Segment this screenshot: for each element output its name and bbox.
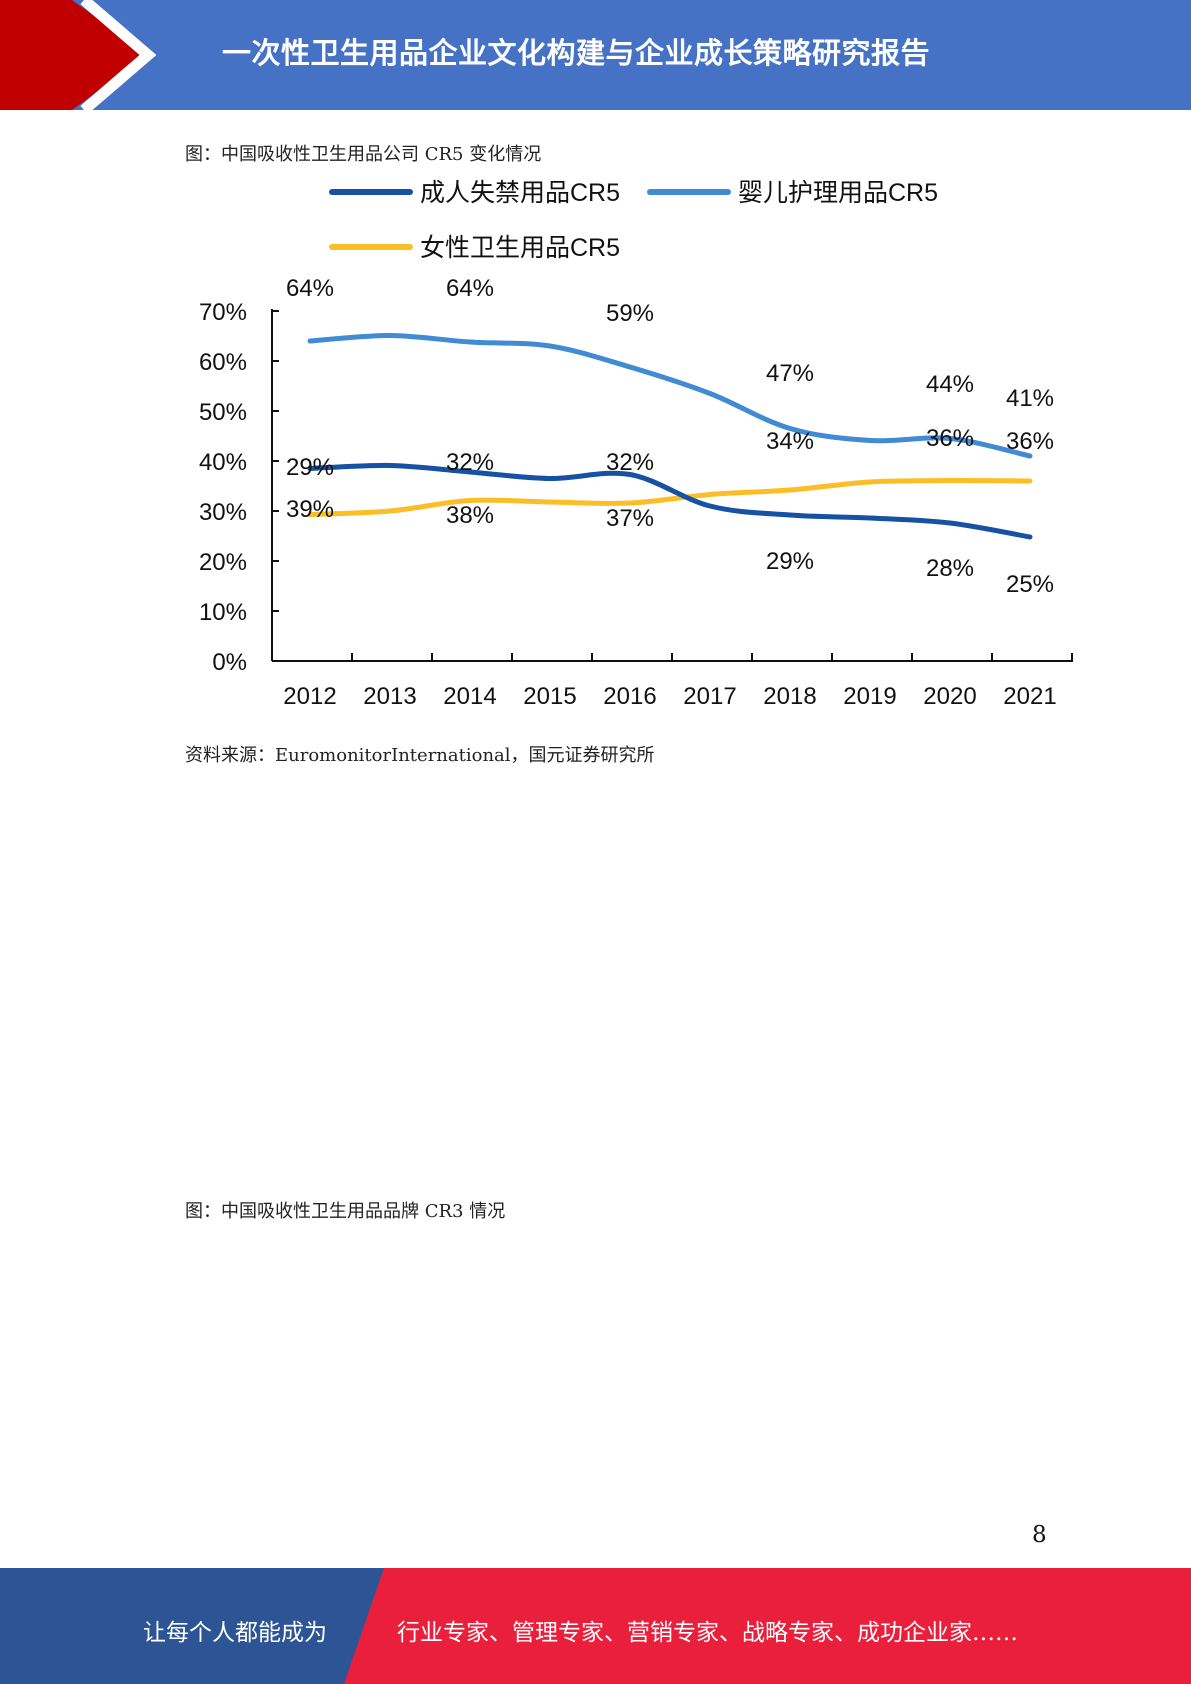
x-axis: 2012 2013 2014 2015 2016 2017 2018 2019 2020 2021 — [271, 653, 1073, 710]
x-tick-label: 2021 — [1003, 683, 1056, 710]
y-tick-label: 70% — [199, 299, 247, 326]
footer-slogan-right: 行业专家、管理专家、营销专家、战略专家、成功企业家…… — [397, 1620, 1018, 1646]
y-axis: 0% 10% 20% 30% 40% 50% 60% 70% — [199, 299, 279, 676]
data-label: 59% — [606, 300, 654, 327]
page-number: 8 — [1032, 1522, 1047, 1548]
header-white-stripe — [80, 0, 157, 110]
series-lines — [307, 332, 1033, 540]
data-label: 29% — [766, 548, 814, 575]
data-label: 39% — [286, 496, 334, 523]
y-tick-label: 10% — [199, 599, 247, 626]
y-tick-label: 60% — [199, 349, 247, 376]
x-tick-label: 2018 — [763, 683, 816, 710]
figure1-caption: 图：中国吸收性卫生用品公司 CR5 变化情况 — [185, 144, 542, 165]
data-label: 64% — [286, 275, 334, 302]
chart-legend: 成人失禁用品CR5 婴儿护理用品CR5 女性卫生用品CR5 — [329, 179, 938, 262]
page-header: 一次性卫生用品企业文化构建与企业成长策略研究报告 — [0, 0, 1191, 110]
data-label: 47% — [766, 360, 814, 387]
series-line — [307, 462, 1033, 540]
data-label: 32% — [446, 449, 494, 476]
header-title: 一次性卫生用品企业文化构建与企业成长策略研究报告 — [222, 36, 931, 70]
header-arrow-decoration — [0, 0, 157, 110]
x-tick-label: 2019 — [843, 683, 896, 710]
x-tick-label: 2015 — [523, 683, 576, 710]
series-line — [307, 477, 1033, 517]
data-label: 37% — [606, 505, 654, 532]
data-label: 36% — [1006, 428, 1054, 455]
x-tick-label: 2013 — [363, 683, 416, 710]
footer-background — [0, 1568, 1191, 1684]
series-line — [307, 332, 1033, 459]
x-tick-label: 2017 — [683, 683, 736, 710]
legend-label: 女性卫生用品CR5 — [420, 234, 620, 262]
y-tick-label: 30% — [199, 499, 247, 526]
data-label: 44% — [926, 371, 974, 398]
data-labels: 29% 32% 32% 29% 28% 25% 64% 64% 59% 47% 44% 41% 39% 3… — [286, 275, 1054, 598]
figure1-source: 资料来源：EuromonitorInternational，国元证券研究所 — [185, 745, 655, 766]
x-tick-label: 2020 — [923, 683, 976, 710]
legend-label: 成人失禁用品CR5 — [420, 179, 620, 207]
y-tick-label: 50% — [199, 399, 247, 426]
data-label: 64% — [446, 275, 494, 302]
figure2-caption: 图：中国吸收性卫生用品品牌 CR3 情况 — [185, 1201, 506, 1222]
cr5-line-chart: 成人失禁用品CR5 婴儿护理用品CR5 女性卫生用品CR5 0% 10% 20% 30% 4… — [199, 179, 1073, 710]
y-tick-label: 40% — [199, 449, 247, 476]
data-label: 36% — [926, 425, 974, 452]
legend-label: 婴儿护理用品CR5 — [738, 179, 938, 207]
data-label: 41% — [1006, 385, 1054, 412]
footer-slogan-left: 让每个人都能成为 — [143, 1620, 327, 1646]
x-tick-label: 2012 — [283, 683, 336, 710]
footer-red-band — [344, 1568, 1191, 1684]
x-tick-label: 2014 — [443, 683, 496, 710]
header-red-chevron — [0, 0, 148, 110]
data-label: 28% — [926, 555, 974, 582]
page-footer — [0, 1568, 1191, 1684]
data-label: 34% — [766, 428, 814, 455]
x-tick-label: 2016 — [603, 683, 656, 710]
data-label: 25% — [1006, 571, 1054, 598]
data-label: 38% — [446, 502, 494, 529]
data-label: 29% — [286, 454, 334, 481]
y-tick-label: 20% — [199, 549, 247, 576]
y-tick-label: 0% — [212, 649, 247, 676]
data-label: 32% — [606, 449, 654, 476]
